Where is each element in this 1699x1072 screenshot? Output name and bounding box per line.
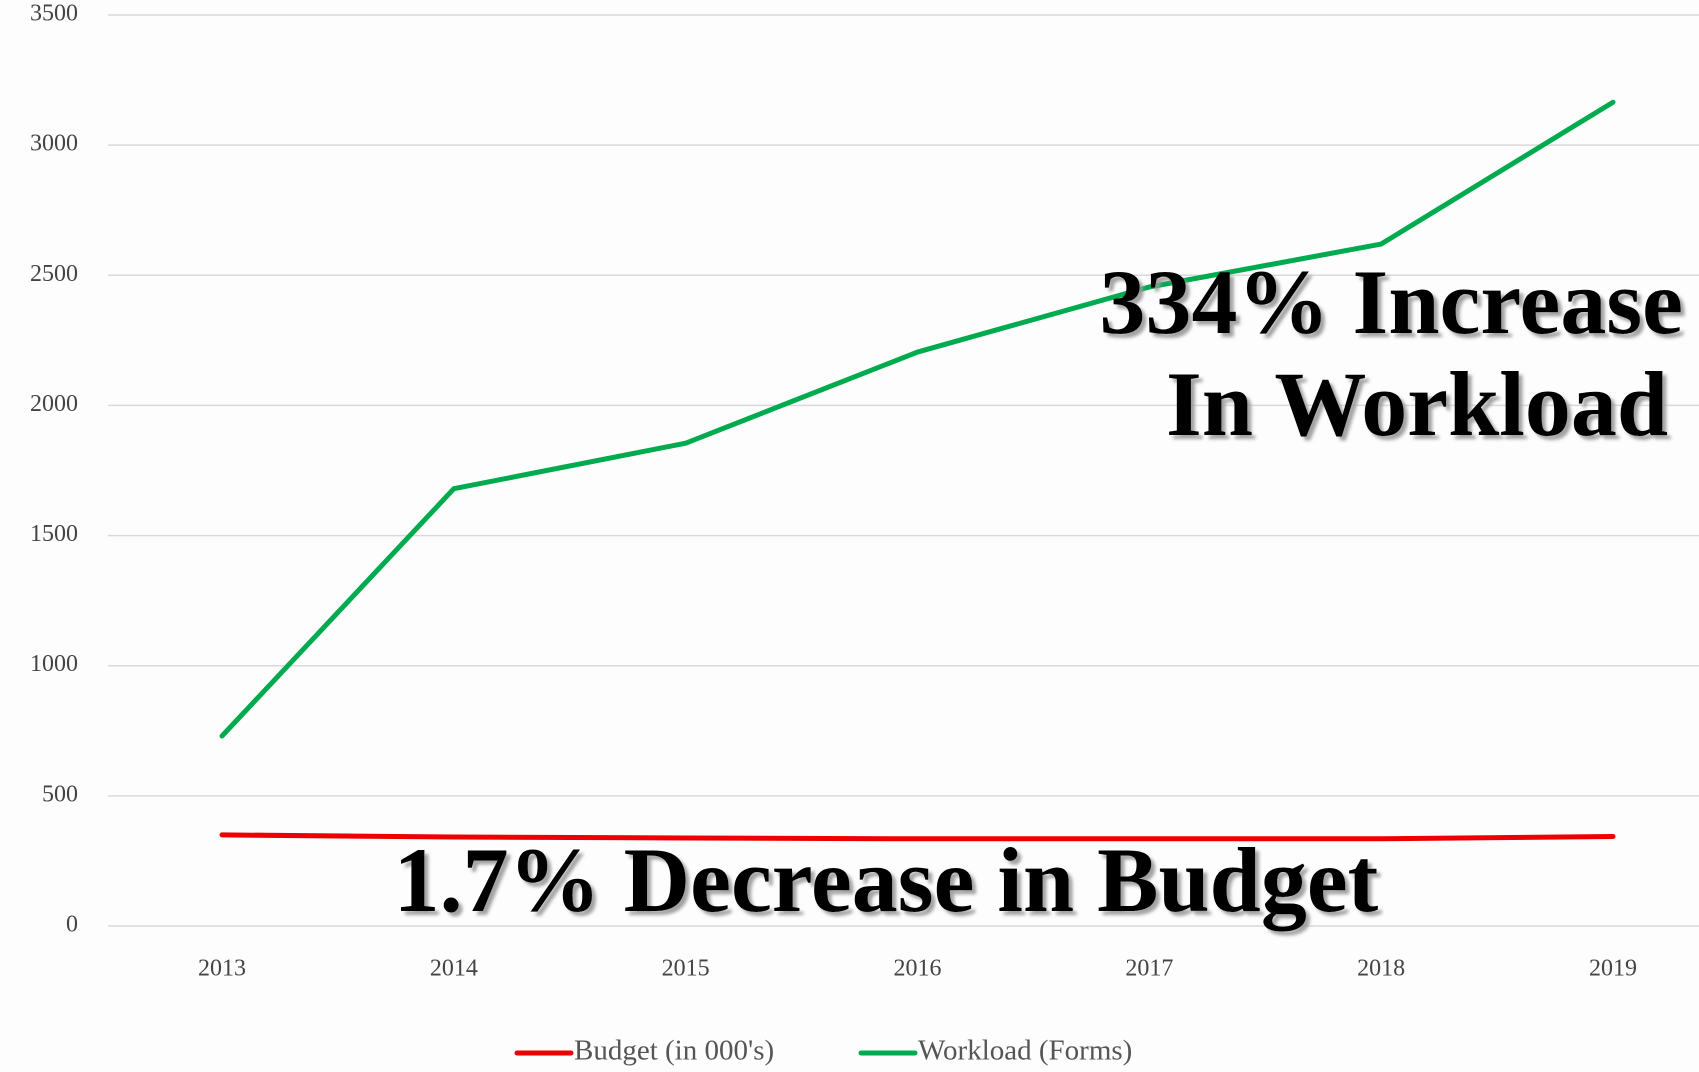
annotation: 1.7% Decrease in Budget <box>394 829 1379 931</box>
y-tick-label: 1000 <box>30 651 78 677</box>
annotation: In Workload <box>1166 353 1668 455</box>
x-tick-label: 2019 <box>1589 956 1637 982</box>
series-line <box>219 99 1616 739</box>
x-tick-label: 2018 <box>1357 956 1405 982</box>
y-tick-label: 3000 <box>30 131 78 157</box>
annotation: 334% Increase <box>1100 251 1683 353</box>
x-tick-label: 2015 <box>662 956 710 982</box>
series-line <box>219 832 1616 842</box>
legend-label: Workload (Forms) <box>918 1035 1132 1067</box>
x-tick-label: 2017 <box>1125 956 1173 982</box>
y-tick-label: 3500 <box>30 1 78 27</box>
y-tick-label: 2500 <box>30 261 78 287</box>
x-tick-label: 2016 <box>894 956 942 982</box>
y-tick-label: 1500 <box>30 521 78 547</box>
x-tick-label: 2014 <box>430 956 478 982</box>
y-tick-label: 500 <box>42 781 78 807</box>
x-tick-label: 2013 <box>198 956 246 982</box>
y-tick-label: 0 <box>66 912 78 938</box>
y-tick-label: 2000 <box>30 391 78 417</box>
legend-label: Budget (in 000's) <box>574 1035 774 1067</box>
